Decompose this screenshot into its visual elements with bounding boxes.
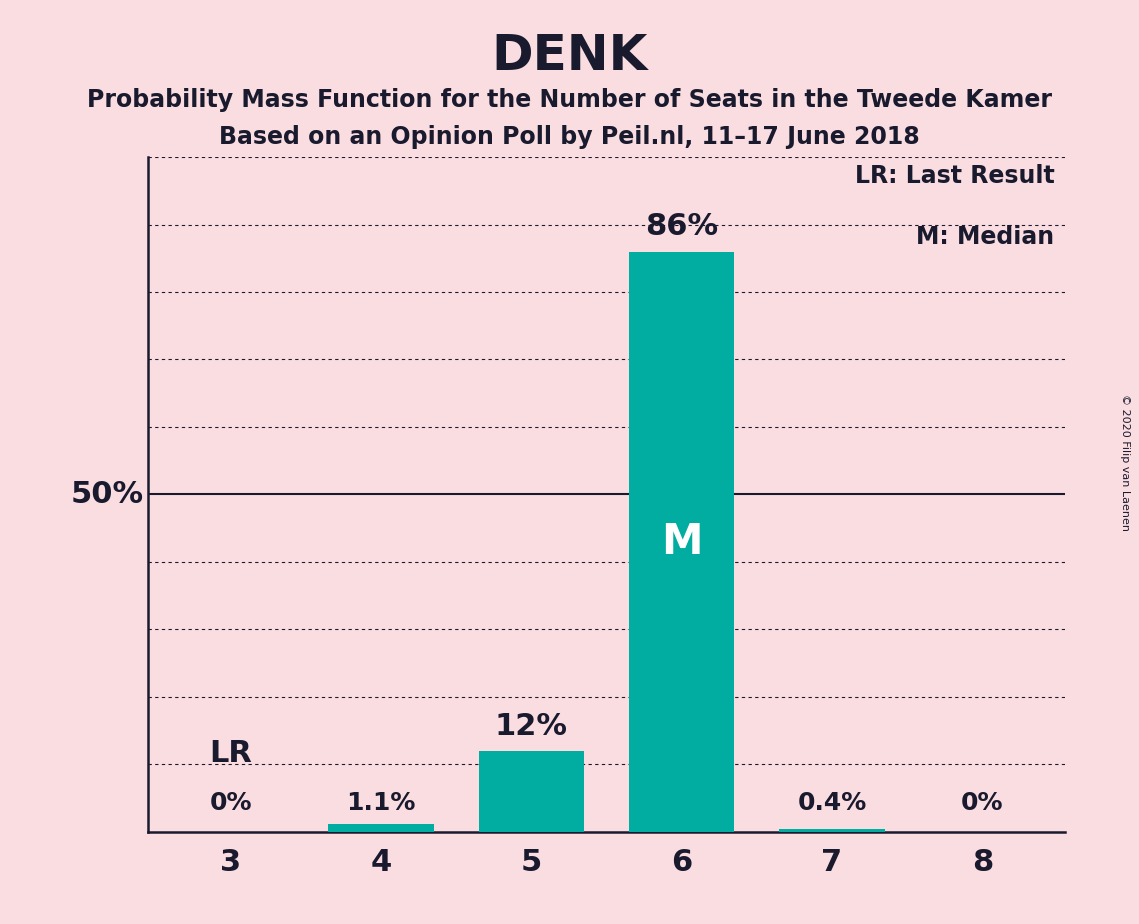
Text: 1.1%: 1.1% bbox=[346, 791, 416, 815]
Text: 86%: 86% bbox=[645, 213, 719, 241]
Text: 50%: 50% bbox=[71, 480, 144, 509]
Text: Based on an Opinion Poll by Peil.nl, 11–17 June 2018: Based on an Opinion Poll by Peil.nl, 11–… bbox=[219, 125, 920, 149]
Text: 12%: 12% bbox=[494, 711, 568, 740]
Text: Probability Mass Function for the Number of Seats in the Tweede Kamer: Probability Mass Function for the Number… bbox=[87, 88, 1052, 112]
Text: LR: Last Result: LR: Last Result bbox=[854, 164, 1055, 188]
Text: 0%: 0% bbox=[210, 791, 252, 815]
Text: M: M bbox=[661, 520, 703, 563]
Text: © 2020 Filip van Laenen: © 2020 Filip van Laenen bbox=[1121, 394, 1130, 530]
Bar bbox=[478, 750, 584, 832]
Text: 0%: 0% bbox=[961, 791, 1003, 815]
Text: M: Median: M: Median bbox=[916, 225, 1055, 249]
Bar bbox=[328, 824, 434, 832]
Bar bbox=[779, 829, 885, 832]
Bar bbox=[629, 251, 735, 832]
Text: 0.4%: 0.4% bbox=[797, 791, 867, 815]
Text: DENK: DENK bbox=[491, 32, 648, 80]
Text: LR: LR bbox=[210, 738, 252, 768]
